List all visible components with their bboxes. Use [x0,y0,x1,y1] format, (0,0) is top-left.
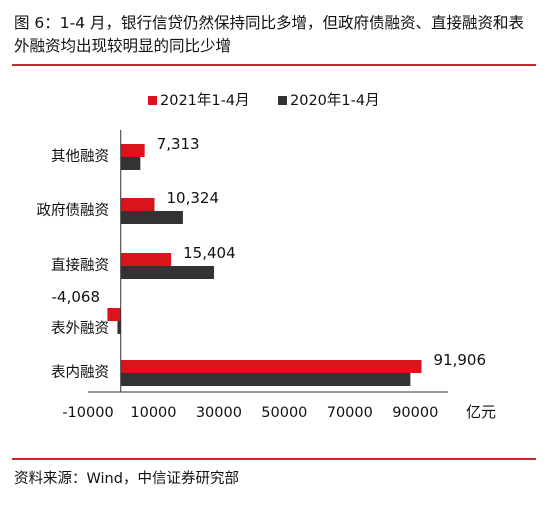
bars [107,144,422,386]
x-axis-unit: 亿元 [466,403,496,421]
bottom-divider [12,458,536,460]
bar-2021 [120,360,422,373]
category-label: 其他融资 [51,148,109,165]
top-divider [12,64,536,66]
bar-2021 [107,308,121,321]
category-label: 表内融资 [51,364,109,381]
x-tick-label: 50000 [261,405,307,421]
value-label: -4,068 [52,288,100,306]
bar-2020 [120,266,214,279]
x-tick-label: 70000 [327,405,373,421]
x-ticks: -10000 10000 30000 50000 70000 90000 [62,405,438,421]
bar-2020 [120,373,411,386]
value-label: 91,906 [434,351,487,369]
category-label: 政府债融资 [37,202,110,219]
legend-swatch-0 [148,96,157,105]
legend-label-0: 2021年1-4月 [160,92,250,109]
bar-2021 [120,198,155,211]
chart-title: 图 6：1-4 月，银行信贷仍然保持同比多增，但政府债融资、直接融资和表外融资均… [14,14,525,55]
legend: 2021年1-4月 2020年1-4月 [148,92,380,109]
x-tick-label: 30000 [196,405,242,421]
bar-2020 [117,321,121,334]
x-tick-label: 90000 [392,405,438,421]
bar-chart: 2021年1-4月 2020年1-4月 其他融资政府债融资直接融资表外融资表内融资… [37,92,497,421]
value-labels: 7,313 10,324 15,404 -4,068 91,906 [52,135,486,369]
bar-2020 [120,211,183,224]
category-label: 直接融资 [51,257,109,274]
bar-2020 [120,157,141,170]
x-tick-label: 10000 [130,405,176,421]
bar-2021 [120,144,145,157]
value-label: 15,404 [183,244,236,262]
source-note: 资料来源：Wind，中信证券研究部 [14,471,239,487]
value-label: 7,313 [157,135,200,153]
category-label: 表外融资 [51,320,109,337]
legend-swatch-1 [278,96,287,105]
x-tick-label: -10000 [62,405,113,421]
legend-label-1: 2020年1-4月 [290,92,380,109]
bar-2021 [120,253,172,266]
value-label: 10,324 [167,189,220,207]
